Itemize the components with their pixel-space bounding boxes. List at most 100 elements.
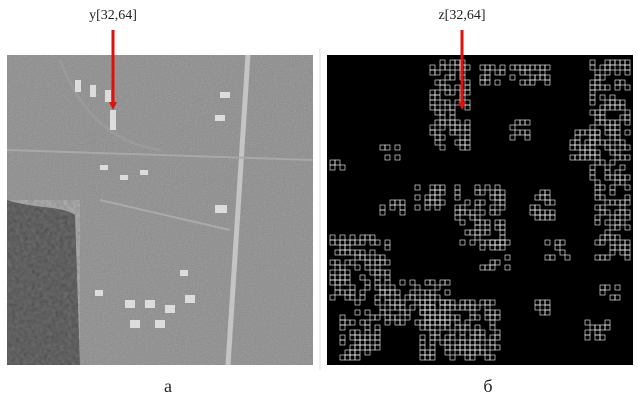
grid-cell bbox=[434, 334, 441, 341]
grid-cell bbox=[484, 184, 491, 191]
grid-cell bbox=[449, 74, 456, 81]
grid-cell bbox=[384, 154, 391, 161]
grid-cell bbox=[529, 79, 536, 86]
grid-cell bbox=[349, 259, 356, 266]
grid-cell bbox=[599, 334, 606, 341]
grid-cell bbox=[419, 309, 426, 316]
grid-cell bbox=[409, 279, 416, 286]
grid-cell bbox=[499, 204, 506, 211]
grid-cell bbox=[439, 124, 446, 131]
aerial-image bbox=[7, 55, 313, 365]
grid-cell bbox=[329, 294, 336, 301]
grid-cell bbox=[604, 324, 611, 331]
grid-cell bbox=[624, 84, 631, 91]
grid-cell bbox=[564, 254, 571, 261]
grid-cell bbox=[609, 249, 616, 256]
grid-cell bbox=[484, 229, 491, 236]
grid-cell bbox=[384, 244, 391, 251]
grid-cell bbox=[404, 314, 411, 321]
grid-cell bbox=[509, 74, 516, 81]
grid-cell bbox=[524, 134, 531, 141]
grid-cell bbox=[374, 239, 381, 246]
grid-cell bbox=[454, 214, 461, 221]
grid-cell bbox=[444, 349, 451, 356]
grid-cell bbox=[604, 284, 611, 291]
grid-cell bbox=[584, 334, 591, 341]
grid-cell bbox=[369, 249, 376, 256]
grid-cell bbox=[414, 284, 421, 291]
grid-cell bbox=[444, 279, 451, 286]
grid-cell bbox=[494, 259, 501, 266]
grid-cell bbox=[354, 299, 361, 306]
grid-cell bbox=[339, 339, 346, 346]
grid-cell bbox=[619, 179, 626, 186]
grid-cell bbox=[414, 204, 421, 211]
grid-cell bbox=[614, 294, 621, 301]
grid-cell bbox=[559, 249, 566, 256]
grid-cell bbox=[464, 89, 471, 96]
grid-cell bbox=[479, 199, 486, 206]
grid-cell bbox=[454, 84, 461, 91]
grid-cell bbox=[604, 84, 611, 91]
grid-cell bbox=[489, 354, 496, 361]
grid-cell bbox=[624, 214, 631, 221]
grid-cell bbox=[544, 64, 551, 71]
grid-cell bbox=[474, 304, 481, 311]
grid-cell bbox=[354, 264, 361, 271]
grid-cell bbox=[609, 189, 616, 196]
grid-cell bbox=[614, 84, 621, 91]
grid-cell bbox=[379, 209, 386, 216]
grid-cell bbox=[439, 144, 446, 151]
grid-cell bbox=[349, 319, 356, 326]
grid-cell bbox=[549, 199, 556, 206]
grid-cell bbox=[494, 79, 501, 86]
grid-cell bbox=[619, 79, 626, 86]
grid-cell bbox=[589, 99, 596, 106]
grid-cell bbox=[439, 189, 446, 196]
grid-cell bbox=[449, 334, 456, 341]
grid-cell bbox=[374, 299, 381, 306]
panel-label: y[32,64] bbox=[89, 8, 137, 23]
grid-cell bbox=[609, 159, 616, 166]
grid-cell bbox=[624, 224, 631, 231]
grid-cell bbox=[609, 64, 616, 71]
grid-cell bbox=[589, 64, 596, 71]
grid-cell bbox=[489, 324, 496, 331]
grid-cell bbox=[449, 354, 456, 361]
grid-cell bbox=[614, 69, 621, 76]
grid-cell bbox=[384, 319, 391, 326]
grid-cell bbox=[624, 129, 631, 136]
grid-cell bbox=[344, 279, 351, 286]
grid-cell bbox=[374, 314, 381, 321]
grid-cell bbox=[484, 79, 491, 86]
grid-cell bbox=[614, 234, 621, 241]
grid-cell bbox=[614, 284, 621, 291]
grid-cell bbox=[544, 309, 551, 316]
grid-cell bbox=[364, 349, 371, 356]
grid-cell bbox=[384, 144, 391, 151]
grid-cell bbox=[624, 254, 631, 261]
grid-cell bbox=[509, 124, 516, 131]
grid-cell bbox=[549, 214, 556, 221]
grid-cell bbox=[494, 209, 501, 216]
grid-cell bbox=[524, 69, 531, 76]
grid-cell bbox=[424, 204, 431, 211]
grid-cell bbox=[474, 234, 481, 241]
grid-cell bbox=[429, 354, 436, 361]
grid-cell bbox=[449, 89, 456, 96]
grid-cell bbox=[364, 309, 371, 316]
grid-cell bbox=[399, 319, 406, 326]
grid-cell bbox=[359, 239, 366, 246]
grid-cell bbox=[439, 134, 446, 141]
caption: а bbox=[164, 376, 172, 396]
grid-cell bbox=[354, 309, 361, 316]
grid-cell bbox=[359, 274, 366, 281]
grid-cell bbox=[594, 129, 601, 136]
grid-cell bbox=[594, 139, 601, 146]
grid-cell bbox=[594, 154, 601, 161]
grid-cell bbox=[599, 289, 606, 296]
grid-cell bbox=[599, 74, 606, 81]
grid-cell bbox=[399, 209, 406, 216]
grid-cell bbox=[464, 324, 471, 331]
grid-cell bbox=[434, 94, 441, 101]
